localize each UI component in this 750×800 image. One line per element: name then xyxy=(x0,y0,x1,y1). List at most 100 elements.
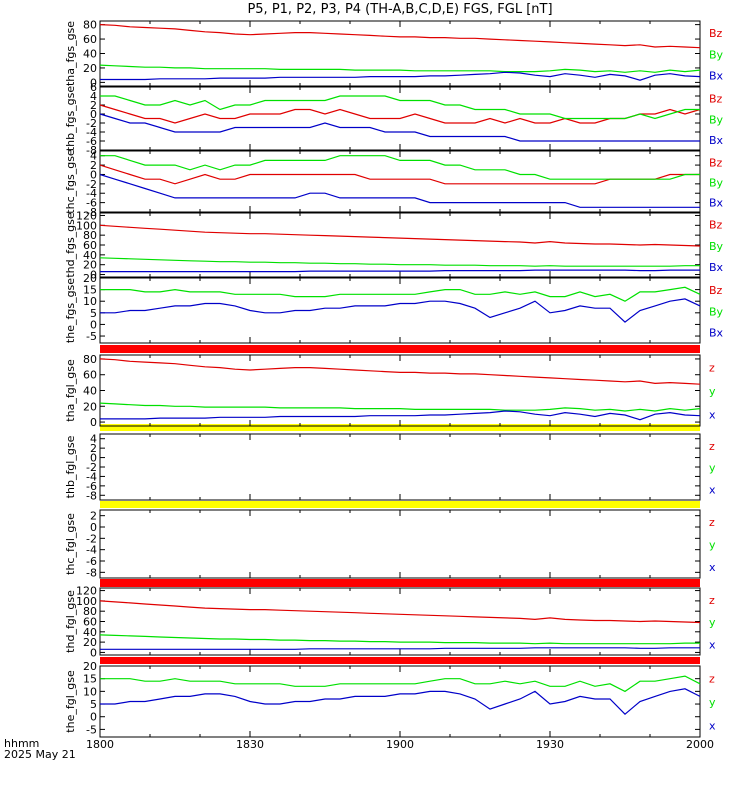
y-tick-label: 60 xyxy=(83,369,97,382)
y-tick-label: 80 xyxy=(83,229,97,242)
panel-frame xyxy=(99,509,701,579)
legend-label: By xyxy=(709,240,724,253)
y-tick-label: 20 xyxy=(83,62,97,75)
y-tick-label: 2 xyxy=(90,159,97,172)
legend-label: x xyxy=(709,561,716,574)
panel-frame xyxy=(99,587,701,656)
y-tick-label: 5 xyxy=(90,698,97,711)
y-tick-label: 100 xyxy=(76,219,97,232)
y-tick-label: 4 xyxy=(90,150,97,163)
panel-ylabel: thd_fgs_gse xyxy=(64,212,77,278)
x-tick-label: 1800 xyxy=(86,738,114,751)
y-tick-label: -4 xyxy=(86,544,97,557)
y-tick-label: 6 xyxy=(90,81,97,94)
y-tick-label: -2 xyxy=(86,532,97,545)
y-tick-label: 80 xyxy=(83,19,97,32)
series-line xyxy=(100,269,700,273)
hhmm-label: hhmm xyxy=(4,737,40,750)
legend-label: z xyxy=(709,440,715,453)
legend-label: z xyxy=(709,362,715,375)
series-line xyxy=(99,358,701,385)
legend-label: y xyxy=(709,385,716,398)
panel-ylabel: thd_fgl_gse xyxy=(64,590,77,653)
y-tick-label: 5 xyxy=(90,307,97,320)
legend-label: By xyxy=(709,48,724,61)
y-tick-label: -5 xyxy=(86,330,97,343)
panel-frame xyxy=(99,212,701,278)
x-tick-label: 2000 xyxy=(686,738,714,751)
y-tick-label: 40 xyxy=(83,249,97,262)
legend-label: y xyxy=(709,696,716,709)
series-line xyxy=(100,410,701,421)
y-tick-label: 0 xyxy=(90,416,97,429)
series-line xyxy=(99,634,700,645)
separator-bar xyxy=(100,657,700,664)
figure-title: P5, P1, P2, P3, P4 (TH-A,B,C,D,E) FGS, F… xyxy=(247,2,553,17)
y-tick-label: -2 xyxy=(86,117,97,130)
legend-label: Bz xyxy=(709,219,723,232)
y-tick-label: 80 xyxy=(83,353,97,366)
series-line xyxy=(99,104,701,124)
y-tick-label: 2 xyxy=(90,442,97,455)
legend-label: Bz xyxy=(709,27,723,40)
series-line xyxy=(99,173,700,208)
series-line xyxy=(99,257,700,267)
series-line xyxy=(100,155,700,180)
legend-label: Bz xyxy=(709,93,723,106)
panel-ylabel: thc_fgs_gse xyxy=(64,149,77,214)
y-tick-label: -2 xyxy=(86,178,97,191)
legend-label: z xyxy=(709,594,715,607)
y-tick-label: -6 xyxy=(86,197,97,210)
y-tick-label: 10 xyxy=(83,685,97,698)
series-line xyxy=(99,164,700,185)
y-tick-label: 20 xyxy=(83,259,97,272)
y-tick-label: -8 xyxy=(86,144,97,157)
separator-bar xyxy=(100,424,700,431)
y-tick-label: 20 xyxy=(83,400,97,413)
y-tick-label: -5 xyxy=(86,723,97,736)
y-tick-label: 60 xyxy=(83,33,97,46)
panel-ylabel: tha_fgs_gse xyxy=(64,21,77,86)
y-tick-label: -8 xyxy=(86,489,97,502)
legend-label: x xyxy=(709,719,716,732)
y-tick-label: 0 xyxy=(90,76,97,89)
legend-label: Bx xyxy=(709,261,724,274)
legend-label: Bx xyxy=(709,327,724,340)
y-tick-label: 80 xyxy=(83,605,97,618)
y-tick-label: 0 xyxy=(90,269,97,282)
series-line xyxy=(100,71,701,81)
y-tick-label: 0 xyxy=(90,108,97,121)
y-tick-label: -2 xyxy=(86,461,97,474)
series-line xyxy=(99,224,701,247)
y-tick-label: 60 xyxy=(83,616,97,629)
legend-label: Bz xyxy=(709,284,723,297)
legend-label: Bx xyxy=(709,70,724,83)
y-tick-label: 10 xyxy=(83,295,97,308)
y-tick-label: 15 xyxy=(83,284,97,297)
y-tick-label: 40 xyxy=(83,385,97,398)
legend-label: Bx xyxy=(709,134,724,147)
legend-label: By xyxy=(709,305,724,318)
x-tick-label: 1900 xyxy=(386,738,414,751)
panel-ylabel: thb_fgl_gse xyxy=(64,435,77,498)
y-tick-label: 0 xyxy=(90,318,97,331)
series-line xyxy=(99,24,701,49)
date-label: 2025 May 21 xyxy=(4,748,76,761)
y-tick-label: 0 xyxy=(90,711,97,724)
legend-label: z xyxy=(709,516,715,529)
panel-ylabel: tha_fgl_gse xyxy=(64,359,77,422)
y-tick-label: 40 xyxy=(83,626,97,639)
x-tick-label: 1930 xyxy=(536,738,564,751)
legend-label: By xyxy=(709,113,724,126)
y-tick-label: 0 xyxy=(90,521,97,534)
time-axis-footer: hhmm 2025 May 21 xyxy=(4,738,76,760)
series-line xyxy=(100,286,701,302)
legend-label: x xyxy=(709,638,716,651)
panel-frame xyxy=(99,665,701,738)
series-line xyxy=(100,95,700,120)
series-line xyxy=(100,675,701,693)
y-tick-label: 0 xyxy=(90,168,97,181)
series-line xyxy=(99,64,701,73)
y-tick-label: 20 xyxy=(83,636,97,649)
series-line xyxy=(99,600,701,624)
